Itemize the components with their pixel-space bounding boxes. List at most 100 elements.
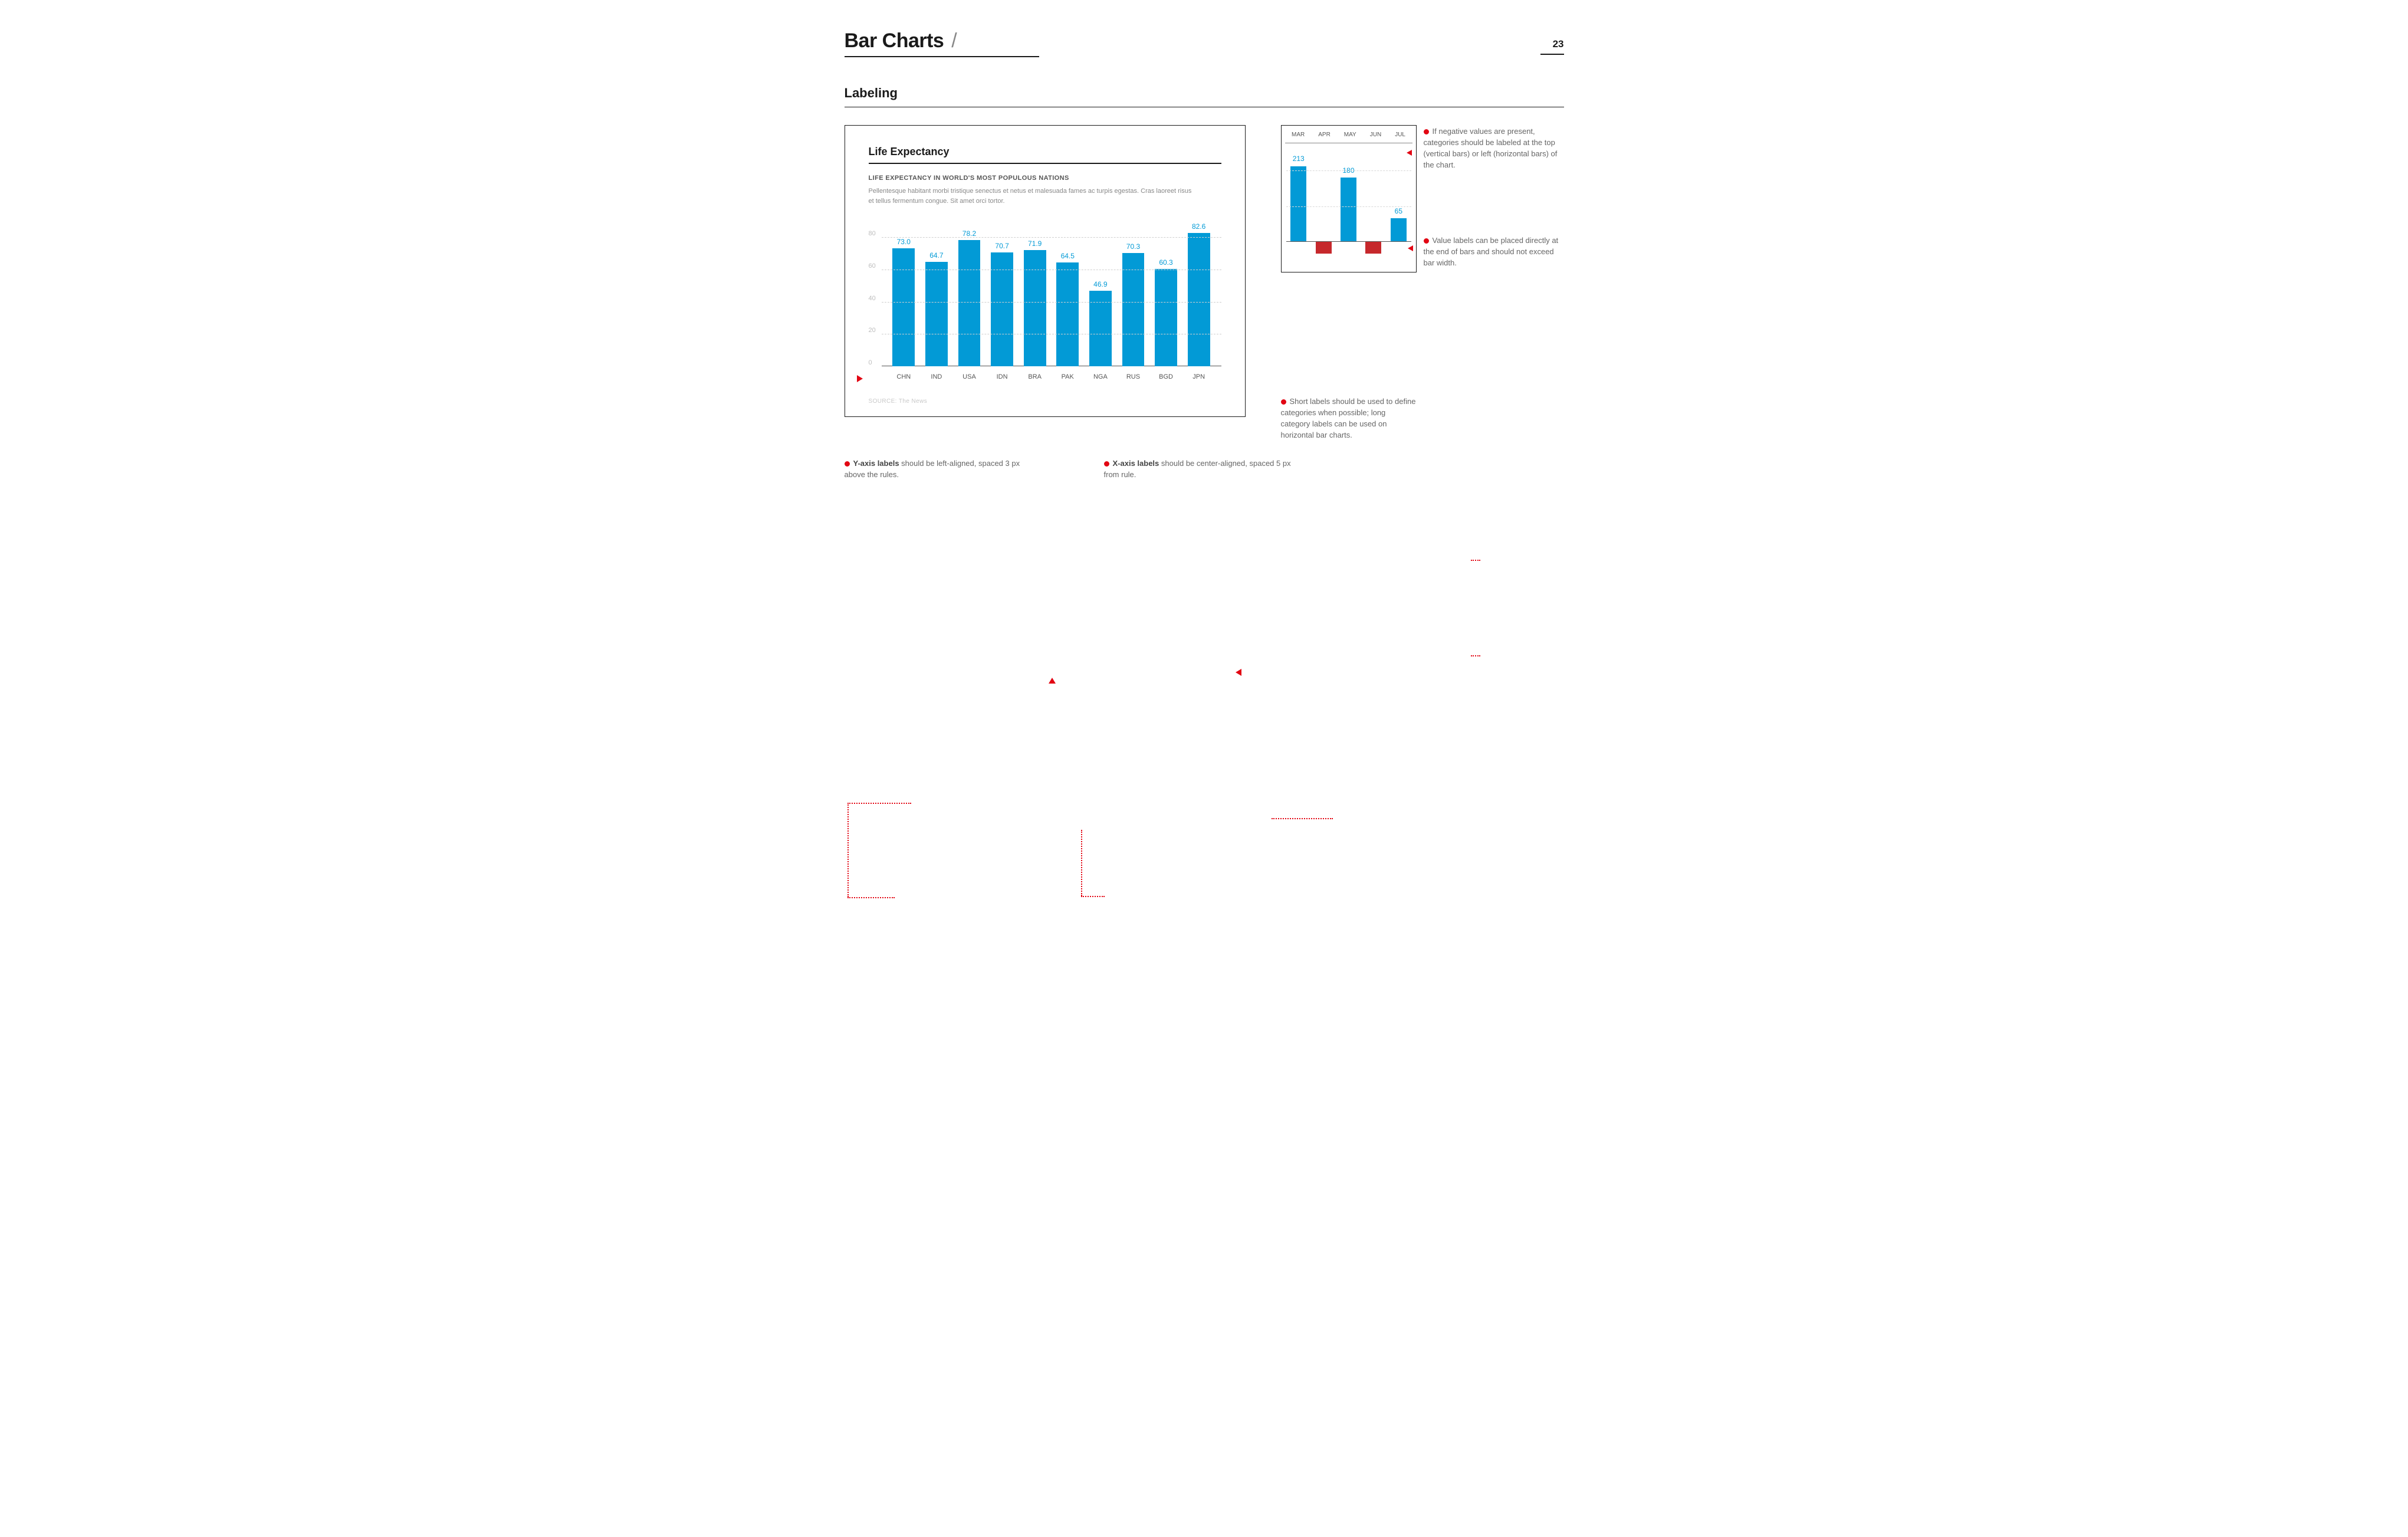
bar-rect (892, 248, 915, 366)
small-category-label: APR (1318, 132, 1331, 138)
page-title-container: Bar Charts / (845, 29, 1040, 57)
x-category-label: PAK (1051, 373, 1084, 380)
bar-value-label: 60.3 (1159, 258, 1172, 267)
annotation-value-labels-text: Value labels can be placed directly at t… (1424, 236, 1559, 267)
bar-slot: 46.9 (1084, 221, 1117, 366)
bar-slot: 71.9 (1019, 221, 1052, 366)
page-number: 23 (1540, 38, 1564, 55)
small-category-label: JUL (1395, 132, 1405, 138)
bar-rect (958, 240, 981, 366)
annotation-short-labels: Short labels should be used to define ca… (1281, 396, 1417, 441)
small-bar-rect (1316, 241, 1332, 254)
source-label: SOURCE: (869, 398, 897, 405)
bar-slot: 70.7 (985, 221, 1019, 366)
annotation-x-axis: X-axis labels should be center-aligned, … (1104, 458, 1293, 481)
bar-slot: 82.6 (1182, 221, 1216, 366)
annotation-negative-labels-text: If negative values are present, categori… (1424, 127, 1558, 169)
small-plot-area: 213 180 65 (1286, 149, 1411, 266)
small-gridline (1286, 170, 1411, 171)
annotation-x-axis-bold: X-axis labels (1113, 459, 1159, 468)
chart-description: Pellentesque habitant morbi tristique se… (869, 186, 1199, 206)
small-category-label: MAY (1344, 132, 1356, 138)
gridline (882, 302, 1221, 303)
bar-rect (1188, 233, 1210, 366)
bar-value-label: 70.3 (1126, 242, 1140, 251)
x-category-label: IND (920, 373, 953, 380)
small-bar-rect (1341, 178, 1356, 241)
x-category-label: RUS (1117, 373, 1150, 380)
bar-value-label: 64.7 (929, 251, 943, 260)
gridline (882, 237, 1221, 238)
small-chart-category-row: MAR APR MAY JUN JUL (1282, 126, 1416, 143)
bar-value-label: 46.9 (1093, 280, 1107, 288)
annotation-y-axis: Y-axis labels should be left-aligned, sp… (845, 458, 1033, 481)
bar-value-label: 82.6 (1192, 222, 1205, 231)
y-tick-label: 40 (869, 295, 876, 302)
annotation-dot-icon (1424, 129, 1429, 134)
x-category-label: CHN (888, 373, 921, 380)
small-bar-rect (1365, 241, 1381, 254)
x-labels-row: CHNINDUSAIDNBRAPAKNGARUSBGDJPN (888, 373, 1216, 380)
annotation-y-axis-bold: Y-axis labels (853, 459, 899, 468)
bar-slot: 70.3 (1117, 221, 1150, 366)
y-tick-label: 80 (869, 230, 876, 237)
x-category-label: BGD (1149, 373, 1182, 380)
bar-rect (1056, 262, 1079, 366)
annotation-dot-icon (1281, 399, 1286, 405)
x-category-label: BRA (1019, 373, 1052, 380)
small-bars-container: 213 180 65 (1286, 149, 1411, 266)
annotation-value-labels: Value labels can be placed directly at t… (1424, 235, 1559, 269)
source-name: The News (899, 398, 927, 405)
bar-value-label: 64.5 (1061, 252, 1075, 260)
small-gridline (1286, 206, 1411, 207)
chart-source: SOURCE: The News (869, 398, 1221, 405)
annotation-dot-icon (845, 461, 850, 467)
bar-value-label: 73.0 (897, 238, 911, 246)
bar-rect (1024, 250, 1046, 366)
small-category-label: MAR (1292, 132, 1305, 138)
annotation-negative-labels: If negative values are present, categori… (1424, 126, 1559, 170)
main-plot-area: 73.0 64.7 78.2 70.7 71.9 64.5 46.9 70.3 60.3 82.6… (869, 221, 1221, 380)
bar-rect (925, 262, 948, 366)
main-chart-card: Life Expectancy LIFE EXPECTANCY IN WORLD… (845, 125, 1246, 417)
title-slash: / (951, 29, 957, 52)
annotation-short-labels-text: Short labels should be used to define ca… (1281, 397, 1416, 439)
y-tick-label: 0 (869, 359, 872, 366)
x-category-label: USA (953, 373, 986, 380)
small-bar-slot (1361, 149, 1386, 266)
annotation-dot-icon (1104, 461, 1109, 467)
bar-slot: 64.7 (920, 221, 953, 366)
bars-container: 73.0 64.7 78.2 70.7 71.9 64.5 46.9 70.3 60.3 82.6 (888, 221, 1216, 366)
chart-title: Life Expectancy (869, 146, 1221, 164)
small-chart-card: MAR APR MAY JUN JUL 213 180 65 (1281, 125, 1417, 272)
small-bar-rect (1290, 166, 1306, 242)
bar-rect (1155, 269, 1177, 366)
y-tick-label: 60 (869, 262, 876, 270)
small-bar-value-label: 65 (1386, 207, 1411, 215)
annotation-arrowhead-yaxis (857, 375, 863, 382)
small-baseline (1286, 241, 1411, 242)
bar-value-label: 71.9 (1028, 239, 1042, 248)
plot-inner: 73.0 64.7 78.2 70.7 71.9 64.5 46.9 70.3 60.3 82.6… (882, 221, 1221, 366)
x-category-label: JPN (1182, 373, 1216, 380)
small-category-label: JUN (1370, 132, 1381, 138)
small-bar-slot: 180 (1336, 149, 1361, 266)
x-category-label: IDN (985, 373, 1019, 380)
bar-slot: 60.3 (1149, 221, 1182, 366)
bar-value-label: 70.7 (995, 242, 1008, 250)
small-bar-value-label: 213 (1286, 155, 1311, 163)
chart-subtitle: LIFE EXPECTANCY IN WORLD'S MOST POPULOUS… (869, 175, 1221, 182)
section-title: Labeling (845, 86, 1564, 107)
page-title-text: Bar Charts (845, 29, 944, 52)
x-category-label: NGA (1084, 373, 1117, 380)
bar-slot: 73.0 (888, 221, 921, 366)
small-bar-slot: 213 (1286, 149, 1311, 266)
bar-slot: 78.2 (953, 221, 986, 366)
right-column: MAR APR MAY JUN JUL 213 180 65 If negative val… (1281, 125, 1559, 441)
bar-slot: 64.5 (1051, 221, 1084, 366)
y-tick-label: 20 (869, 327, 876, 334)
bar-value-label: 78.2 (962, 229, 976, 238)
small-bar-slot (1311, 149, 1336, 266)
small-bar-rect (1391, 218, 1407, 241)
page-title: Bar Charts / (845, 29, 957, 52)
